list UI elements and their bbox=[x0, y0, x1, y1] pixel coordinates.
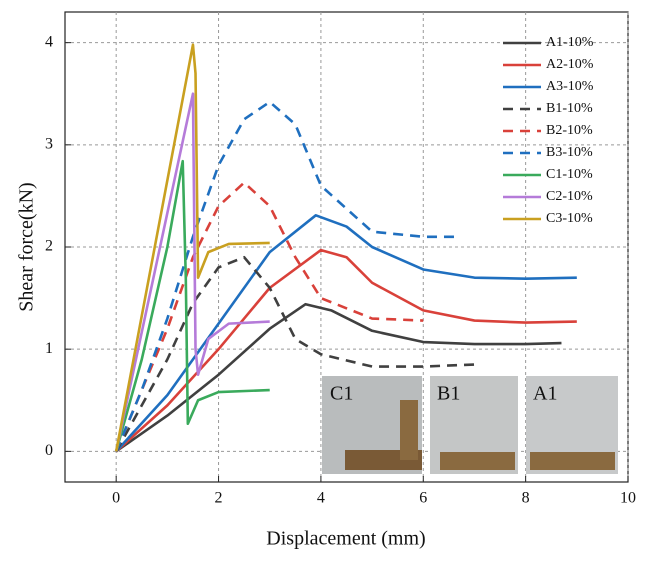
series-line bbox=[115, 302, 562, 453]
photo-label: B1 bbox=[437, 383, 460, 405]
y-tick-label: 1 bbox=[45, 340, 53, 357]
legend-label: B1-10% bbox=[546, 101, 593, 116]
x-tick-label: 4 bbox=[317, 490, 325, 507]
series-line bbox=[114, 43, 270, 452]
x-tick-label: 0 bbox=[112, 490, 120, 507]
series-line bbox=[114, 159, 270, 452]
photo-detail bbox=[400, 400, 418, 460]
legend-label: A1-10% bbox=[546, 35, 594, 50]
legend-label: A3-10% bbox=[546, 79, 594, 94]
legend-label: B3-10% bbox=[546, 145, 593, 160]
photo-detail bbox=[440, 452, 515, 470]
legend-label: C3-10% bbox=[546, 211, 593, 226]
y-tick-label: 2 bbox=[45, 238, 53, 255]
legend-label: A2-10% bbox=[546, 57, 594, 72]
series-line bbox=[114, 92, 270, 452]
photo-label: A1 bbox=[533, 383, 557, 405]
series-line bbox=[115, 255, 475, 452]
x-tick-label: 6 bbox=[419, 490, 427, 507]
series-line bbox=[114, 181, 424, 452]
legend-label: B2-10% bbox=[546, 123, 593, 138]
photos bbox=[322, 376, 618, 474]
x-tick-label: 10 bbox=[620, 490, 636, 507]
y-tick-label: 4 bbox=[45, 33, 53, 50]
legend-label: C1-10% bbox=[546, 167, 593, 182]
photo-label: C1 bbox=[330, 383, 353, 405]
x-tick-label: 8 bbox=[522, 490, 530, 507]
photo-detail bbox=[530, 452, 615, 470]
legend-label: C2-10% bbox=[546, 189, 593, 204]
series-line bbox=[115, 214, 577, 453]
y-tick-label: 0 bbox=[45, 442, 53, 459]
series-line bbox=[115, 248, 577, 453]
y-tick-label: 3 bbox=[45, 135, 53, 152]
series-line bbox=[114, 100, 454, 452]
y-axis-label: Shear force(kN) bbox=[16, 182, 38, 311]
x-axis-label: Displacement (mm) bbox=[266, 528, 425, 550]
x-tick-label: 2 bbox=[215, 490, 223, 507]
